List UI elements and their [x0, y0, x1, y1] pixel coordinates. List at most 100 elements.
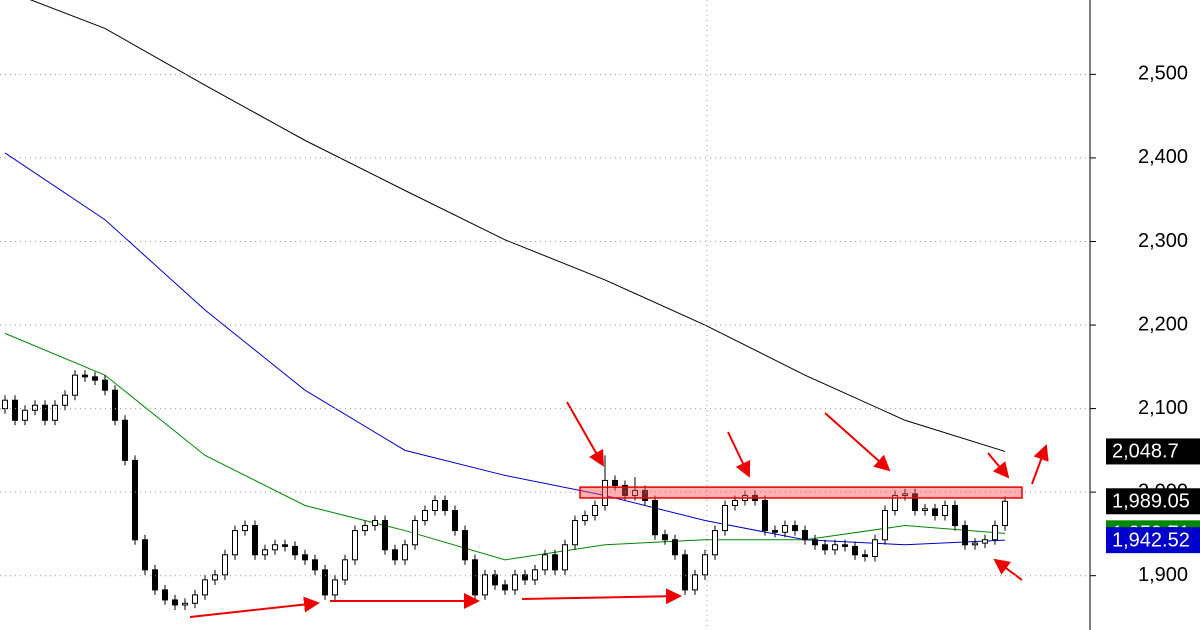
y-tick-label: 2,300 — [1138, 230, 1188, 252]
candle-body — [342, 559, 348, 581]
candle-body — [372, 520, 378, 527]
candle-body — [92, 376, 98, 381]
candle-body — [582, 515, 588, 522]
candle-body — [892, 494, 898, 512]
candle-body — [522, 574, 528, 581]
candle-body — [652, 499, 658, 536]
candle-body — [562, 544, 568, 571]
candle-body — [822, 544, 828, 551]
candle-body — [782, 525, 788, 533]
candle-body — [512, 574, 518, 591]
candle-body — [692, 574, 698, 591]
candle-body — [792, 525, 798, 532]
candle-body — [832, 544, 838, 551]
candle-body — [2, 399, 8, 410]
candle-body — [982, 539, 988, 544]
ma-line — [4, 332, 1006, 561]
candle-body — [42, 404, 48, 421]
candle-body — [32, 404, 38, 411]
plot-area — [2, 0, 1008, 610]
candle-body — [602, 479, 608, 507]
candle-body — [612, 479, 618, 486]
candle-body — [962, 525, 968, 546]
candle-body — [332, 579, 338, 596]
candle-body — [622, 484, 628, 496]
candle-body — [902, 493, 908, 496]
candle-body — [242, 525, 248, 532]
candle-body — [272, 544, 278, 551]
candle-body — [362, 525, 368, 532]
y-tick-label: 2,100 — [1138, 397, 1188, 419]
candle-body — [472, 559, 478, 596]
candle-body — [632, 489, 638, 496]
y-tick-label: 2,500 — [1138, 63, 1188, 85]
y-tick-label: 2,200 — [1138, 313, 1188, 335]
ma-line — [29, 0, 1006, 452]
candle-body — [22, 409, 28, 421]
candle-body — [732, 499, 738, 507]
candle-body — [102, 379, 108, 391]
price-label-box — [1106, 438, 1200, 465]
candle-body — [912, 493, 918, 512]
candle-body — [402, 544, 408, 561]
candle-body — [462, 530, 468, 561]
candle-body — [852, 545, 858, 556]
candle-body — [502, 584, 508, 591]
candle-body — [642, 489, 648, 501]
candle-body — [722, 505, 728, 532]
candle-body — [232, 530, 238, 556]
candle-body — [882, 510, 888, 541]
candle-body — [312, 559, 318, 571]
candle-body — [932, 508, 938, 517]
candle-body — [152, 569, 158, 591]
candle-body — [772, 530, 778, 533]
candle-body — [122, 419, 128, 461]
candle-body — [292, 545, 298, 556]
candle-body — [572, 520, 578, 546]
candle-body — [972, 542, 978, 546]
candle-body — [872, 539, 878, 557]
candle-body — [412, 520, 418, 546]
candle-body — [132, 459, 138, 541]
candle-body — [202, 579, 208, 596]
candle-body — [52, 404, 58, 421]
candle-body — [992, 525, 998, 541]
candle-body — [72, 374, 78, 396]
candle-body — [212, 574, 218, 581]
ma-line — [4, 152, 1006, 546]
candle-body — [662, 534, 668, 541]
resistance-zone — [579, 486, 1023, 499]
candle-body — [442, 499, 448, 512]
candle-body — [1002, 500, 1008, 527]
candle-body — [382, 520, 388, 551]
candle-body — [282, 544, 288, 547]
candle-body — [182, 602, 188, 606]
candle-body — [192, 594, 198, 604]
candle-body — [422, 510, 428, 522]
candle-body — [262, 549, 268, 556]
candle-body — [952, 505, 958, 527]
candle-body — [682, 554, 688, 591]
candle-body — [672, 539, 678, 556]
price-label: 2,048.7 — [1112, 441, 1179, 463]
annotation-arrows — [189, 401, 1049, 618]
candle-body — [592, 505, 598, 517]
candle-body — [482, 574, 488, 596]
candle-body — [82, 374, 88, 378]
candle-body — [452, 510, 458, 532]
candle-body — [552, 554, 558, 571]
price-label: 1,989.05 — [1112, 491, 1190, 513]
candle-body — [762, 499, 768, 532]
candle-body — [492, 574, 498, 586]
candle-body — [162, 589, 168, 601]
price-label-box — [1106, 488, 1200, 515]
candle-body — [12, 399, 18, 421]
candle-body — [172, 599, 178, 606]
candle-body — [532, 569, 538, 581]
candle-body — [392, 549, 398, 561]
candle-body — [112, 389, 118, 421]
candle-body — [712, 530, 718, 556]
price-label-box — [1106, 527, 1200, 554]
candle-body — [862, 554, 868, 557]
